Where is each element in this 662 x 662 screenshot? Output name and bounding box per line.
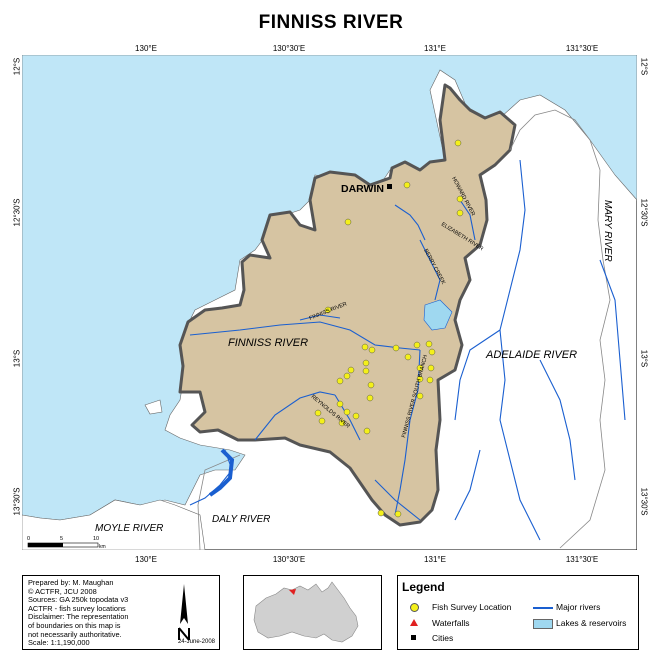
- light-blue-box-icon: [533, 619, 553, 629]
- moyle-river-label: MOYLE RIVER: [95, 523, 163, 534]
- legend-item-survey: Fish Survey Location: [432, 602, 512, 612]
- adelaide-catchment-boundary: [509, 109, 611, 549]
- legend-item-cities: Cities: [432, 633, 454, 643]
- info-line-3: Sources: GA 250k topodata v3: [28, 595, 129, 605]
- map-title: FINNISS RIVER: [258, 12, 404, 33]
- graticule-top-1: 130°E: [135, 44, 157, 53]
- graticule-left-4: 13°30'S: [12, 487, 22, 516]
- info-line-1: Prepared by: M. Maughan: [28, 578, 114, 587]
- graticule-top-2: 130°30'E: [272, 44, 306, 53]
- graticule-right-2: 12°30'S: [639, 198, 649, 227]
- graticule-bottom-3: 131°E: [424, 555, 446, 564]
- daly-river-mouth: [208, 448, 235, 497]
- graticule-bottom-4: 131°30'E: [565, 555, 599, 564]
- darwin-city-marker: [387, 184, 392, 189]
- info-line-8: Scale: 1:1,190,000: [28, 638, 90, 648]
- graticule-left-3: 13°S: [12, 349, 22, 368]
- daly-catchment-boundary: [197, 454, 241, 550]
- info-line-5: Disclaimer: The representation: [28, 612, 129, 622]
- info-line-6: of boundaries on this map is: [28, 620, 121, 630]
- graticule-bottom-2: 130°30'E: [272, 555, 306, 564]
- info-line-7: not necessarily authoritative.: [28, 629, 122, 639]
- scale-tick-0: 0: [27, 536, 30, 542]
- graticule-left-2: 12°30'S: [12, 198, 22, 227]
- graticule-bottom-1: 130°E: [135, 555, 157, 564]
- info-panel: Prepared by: M. Maughan © ACTFR, JCU 200…: [22, 575, 220, 650]
- graticule-right-1: 12°S: [639, 57, 649, 76]
- map-frame[interactable]: DARWIN FINNISS RIVER FINNISS RIVER ADELA…: [22, 55, 637, 550]
- graticule-left-1: 12°S: [12, 57, 22, 76]
- western-land: [22, 499, 206, 550]
- australia-outline: [253, 581, 359, 643]
- legend-item-rivers: Major rivers: [556, 602, 601, 612]
- blue-line-icon: [533, 607, 553, 609]
- graticule-right-3: 13°S: [639, 349, 649, 368]
- red-triangle-icon: [410, 619, 418, 626]
- lake-reservoir: [423, 299, 453, 331]
- info-line-2: © ACTFR, JCU 2008: [28, 586, 97, 596]
- scale-tick-5: 5: [60, 536, 63, 542]
- legend-panel: Legend Fish Survey Location Major rivers…: [397, 575, 639, 650]
- legend-item-lakes: Lakes & reservoirs: [556, 618, 627, 628]
- scale-unit: km: [99, 544, 106, 550]
- finniss-catchment: [178, 83, 517, 527]
- black-square-icon: [411, 635, 416, 640]
- daly-river-label: DALY RIVER: [212, 514, 270, 525]
- info-lines: Prepared by: M. Maughan © ACTFR, JCU 200…: [28, 578, 148, 648]
- scale-tick-10: 10: [93, 536, 99, 542]
- finniss-river-label: FINNISS RIVER: [228, 337, 308, 349]
- inset-highlight-region: [289, 589, 296, 595]
- river-network: [189, 159, 626, 541]
- north-arrow-icon: [178, 584, 190, 641]
- mary-river-label: MARY RIVER: [602, 200, 613, 262]
- legend-title: Legend: [402, 580, 445, 594]
- adelaide-river-label: ADELAIDE RIVER: [485, 349, 577, 361]
- graticule-top-3: 131°E: [424, 44, 446, 53]
- bynoe-island: [144, 399, 163, 415]
- darwin-label: DARWIN: [341, 183, 384, 195]
- graticule-top-4: 131°30'E: [565, 44, 599, 53]
- info-date: 24-June-2008: [177, 639, 215, 646]
- survey-points: [314, 139, 464, 518]
- inset-map-panel: [243, 575, 382, 650]
- inset-map: [253, 581, 359, 643]
- scale-bar: 0 5 10 km: [27, 536, 106, 550]
- info-line-4: ACTFR - fish survey locations: [28, 603, 126, 613]
- graticule-right-4: 13°30'S: [639, 487, 649, 516]
- legend-item-waterfalls: Waterfalls: [432, 618, 470, 628]
- yellow-dot-icon: [410, 603, 419, 612]
